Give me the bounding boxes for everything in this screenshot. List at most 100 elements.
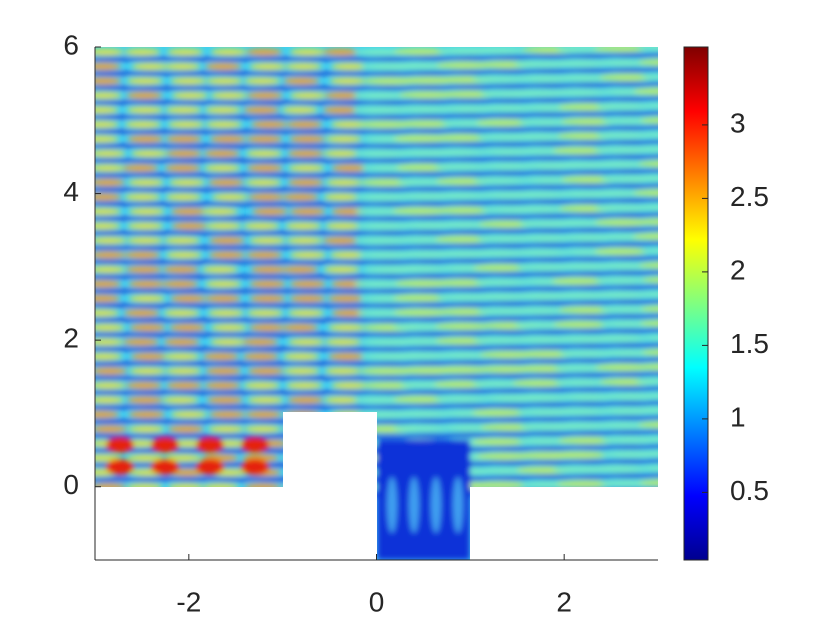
field-trough — [444, 142, 496, 148]
field-trough — [444, 84, 496, 90]
field-trough — [364, 404, 416, 410]
field-crest — [325, 222, 362, 230]
field-trough — [364, 129, 416, 134]
field-trough — [324, 85, 376, 91]
field-crest — [596, 421, 653, 429]
field-crest — [592, 189, 649, 197]
field-crest — [165, 367, 202, 375]
field-crest — [206, 77, 243, 85]
field-trough — [164, 332, 216, 337]
field-trough — [484, 83, 536, 89]
field-trough — [644, 356, 658, 362]
field-crest — [394, 279, 451, 287]
field-trough — [244, 56, 296, 62]
field-crest — [353, 106, 410, 114]
field-trough — [524, 141, 576, 147]
field-trough — [204, 477, 256, 482]
field-trough — [644, 95, 658, 101]
field-trough — [564, 271, 616, 276]
field-trough — [524, 68, 576, 74]
field-trough — [404, 273, 456, 279]
field-trough — [244, 288, 296, 294]
field-crest — [396, 105, 453, 113]
field-trough — [604, 299, 656, 305]
field-crest — [393, 395, 450, 403]
field-crest — [244, 425, 281, 433]
field-trough — [604, 226, 656, 232]
field-crest — [556, 263, 613, 270]
field-trough — [524, 460, 576, 466]
field-trough — [164, 346, 216, 352]
field-trough — [95, 404, 136, 410]
field-crest — [393, 47, 450, 55]
field-trough — [124, 245, 176, 250]
field-trough — [204, 259, 256, 265]
field-trough — [124, 172, 176, 178]
field-trough — [164, 361, 216, 366]
field-crest — [638, 58, 658, 66]
field-trough — [204, 404, 256, 410]
field-crest — [126, 396, 163, 404]
field-trough — [604, 270, 656, 276]
field-crest — [163, 353, 200, 360]
field-trough — [364, 201, 416, 207]
field-crest — [632, 174, 658, 182]
field-trough — [404, 171, 456, 177]
field-trough — [244, 361, 296, 366]
field-trough — [124, 71, 176, 76]
field-trough — [524, 344, 576, 350]
field-crest — [130, 353, 167, 360]
field-crest — [168, 469, 205, 476]
field-trough — [324, 114, 376, 120]
field-crest — [638, 160, 658, 168]
y-tick-label: 2 — [63, 323, 79, 354]
field-trough — [404, 113, 456, 119]
field-trough — [484, 199, 536, 205]
field-crest — [202, 353, 239, 360]
field-trough — [564, 227, 616, 233]
field-crest — [169, 324, 206, 331]
field-crest — [641, 392, 658, 400]
field-trough — [164, 71, 216, 76]
field-crest — [124, 193, 161, 201]
field-crest — [287, 396, 324, 404]
field-crest — [249, 295, 286, 302]
field-crest — [204, 164, 241, 172]
field-trough — [564, 300, 616, 305]
field-trough — [524, 199, 576, 205]
field-trough — [604, 197, 656, 203]
field-crest — [436, 61, 493, 69]
field-trough — [124, 288, 176, 294]
field-trough — [95, 172, 136, 178]
field-trough — [644, 342, 658, 348]
field-crest — [247, 367, 284, 375]
field-crest — [95, 295, 121, 302]
field-crest — [202, 266, 239, 273]
field-crest — [594, 204, 651, 212]
field-crest — [640, 319, 658, 327]
field-trough — [164, 129, 216, 134]
field-trough — [484, 214, 536, 220]
field-trough — [244, 332, 296, 337]
field-crest — [592, 465, 649, 473]
field-trough — [364, 56, 416, 62]
field-trough — [324, 462, 376, 468]
field-trough — [364, 71, 416, 76]
field-trough — [484, 301, 536, 307]
field-trough — [444, 374, 496, 380]
field-trough — [484, 373, 536, 379]
field-crest — [289, 208, 326, 215]
field-crest — [202, 208, 239, 215]
field-crest — [330, 121, 367, 128]
field-trough — [484, 257, 536, 263]
field-trough — [564, 198, 616, 204]
field-trough — [484, 272, 536, 278]
field-trough — [95, 187, 136, 192]
field-trough — [564, 474, 616, 479]
field-trough — [204, 375, 256, 381]
field-crest — [393, 294, 450, 302]
field-trough — [95, 245, 136, 250]
field-crest — [558, 437, 615, 444]
field-crest — [95, 324, 125, 331]
field-trough — [604, 125, 656, 131]
